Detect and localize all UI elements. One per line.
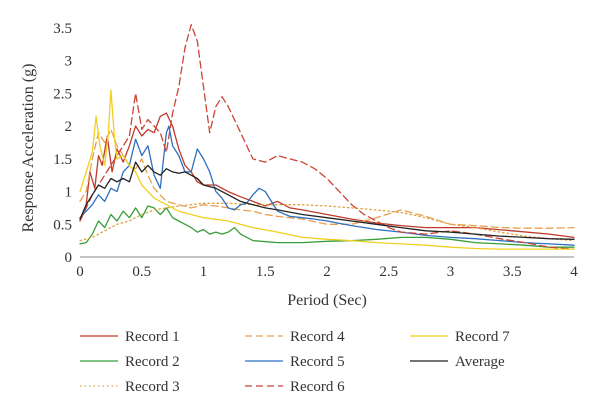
x-tick-label: 1 xyxy=(200,264,208,280)
legend-label: Record 7 xyxy=(455,329,510,345)
x-axis-title: Period (Sec) xyxy=(287,292,367,309)
y-tick-label: 0 xyxy=(65,250,73,266)
legend-label: Record 4 xyxy=(290,329,345,345)
legend-label: Record 2 xyxy=(125,354,180,370)
y-tick-label: 2.5 xyxy=(53,86,72,102)
y-tick-label: 0.5 xyxy=(53,217,72,233)
x-tick-label: 2.5 xyxy=(379,264,398,280)
x-tick-label: 3 xyxy=(447,264,455,280)
y-tick-label: 3.5 xyxy=(53,21,72,37)
series-line-average xyxy=(79,161,575,240)
legend-label: Record 3 xyxy=(125,379,180,395)
y-tick-label: 1.5 xyxy=(53,152,72,168)
legend: Record 1 Record 2 Record 3 Record 4 Record 5… xyxy=(80,329,510,395)
series-line-record-5 xyxy=(79,125,575,246)
axes: 0 0.5 1 1.5 2 2.5 3 3.5 4 0 0.5 1 1.5 2 2.5 3 3.5 xyxy=(53,21,578,280)
legend-label: Record 1 xyxy=(125,329,180,345)
series-line-record-4 xyxy=(79,128,575,229)
y-tick-label: 3 xyxy=(65,54,73,70)
x-tick-label: 4 xyxy=(570,264,578,280)
series-line-record-3 xyxy=(79,202,575,242)
y-tick-label: 1 xyxy=(65,185,73,201)
legend-label: Record 6 xyxy=(290,379,345,395)
y-tick-label: 2 xyxy=(65,119,73,135)
x-tick-label: 0 xyxy=(76,264,84,280)
series-line-record-6 xyxy=(79,24,575,250)
x-tick-label: 3.5 xyxy=(503,264,522,280)
legend-label: Average xyxy=(455,354,505,370)
x-tick-label: 1.5 xyxy=(256,264,275,280)
series-line-record-2 xyxy=(79,205,575,248)
x-tick-label: 2 xyxy=(323,264,331,280)
legend-label: Record 5 xyxy=(290,354,345,370)
y-axis-title: Response Acceleration (g) xyxy=(20,64,37,233)
x-tick-label: 0.5 xyxy=(132,264,151,280)
series-layer xyxy=(79,24,575,250)
series-line-record-7 xyxy=(79,89,575,250)
